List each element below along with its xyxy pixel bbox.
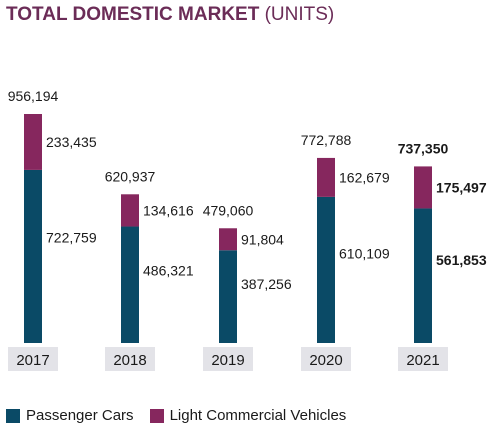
bar-passenger-2019 <box>219 250 237 343</box>
legend-label-lcv: Light Commercial Vehicles <box>169 407 347 424</box>
legend-item-lcv: Light Commercial Vehicles <box>149 407 347 424</box>
year-box-2019 <box>203 347 253 371</box>
year-box-2017 <box>8 347 58 371</box>
bar-passenger-2021 <box>414 208 432 343</box>
bar-lcv-2018 <box>121 194 139 227</box>
year-label-2019: 2019 <box>211 352 244 369</box>
bar-passenger-2020 <box>317 196 335 343</box>
label-lcv-2018: 134,616 <box>143 202 194 218</box>
legend-swatch-lcv <box>149 408 164 423</box>
chart-title: TOTAL DOMESTIC MARKET (UNITS) <box>6 4 334 26</box>
label-total-2020: 772,788 <box>301 132 352 148</box>
label-passenger-2021: 561,853 <box>436 252 487 268</box>
year-label-2018: 2018 <box>113 352 146 369</box>
legend-label-passenger: Passenger Cars <box>26 407 134 424</box>
bar-lcv-2021 <box>414 166 432 209</box>
label-lcv-2017: 233,435 <box>46 134 97 150</box>
year-box-2020 <box>301 347 351 371</box>
label-lcv-2020: 162,679 <box>339 169 390 185</box>
label-lcv-2021: 175,497 <box>436 179 487 195</box>
label-passenger-2017: 722,759 <box>46 230 97 246</box>
year-label-2021: 2021 <box>406 352 439 369</box>
label-total-2017: 956,194 <box>8 88 59 104</box>
year-label-2017: 2017 <box>16 352 49 369</box>
label-passenger-2018: 486,321 <box>143 262 194 278</box>
bar-passenger-2018 <box>121 226 139 343</box>
legend-item-passenger: Passenger Cars <box>6 407 134 424</box>
bar-passenger-2017 <box>24 169 42 343</box>
chart-title-units: (UNITS) <box>259 4 335 25</box>
label-total-2021: 737,350 <box>398 140 449 156</box>
label-total-2019: 479,060 <box>203 202 254 218</box>
bar-lcv-2019 <box>219 228 237 251</box>
legend-swatch-passenger <box>6 408 20 423</box>
chart-legend: Passenger Cars Light Commercial Vehicles <box>6 407 356 424</box>
year-box-2021 <box>398 347 448 371</box>
stacked-bar-chart: 722,759 233,435 956,194 2017 486,321 134,616 6… <box>8 88 487 371</box>
label-total-2018: 620,937 <box>105 168 156 184</box>
label-passenger-2019: 387,256 <box>241 276 292 292</box>
bar-lcv-2017 <box>24 114 42 170</box>
label-lcv-2019: 91,804 <box>241 231 284 247</box>
year-label-2020: 2020 <box>309 352 342 369</box>
bar-lcv-2020 <box>317 157 335 197</box>
label-passenger-2020: 610,109 <box>339 245 390 261</box>
year-box-2018 <box>105 347 155 371</box>
chart-title-main: TOTAL DOMESTIC MARKET <box>6 4 260 25</box>
